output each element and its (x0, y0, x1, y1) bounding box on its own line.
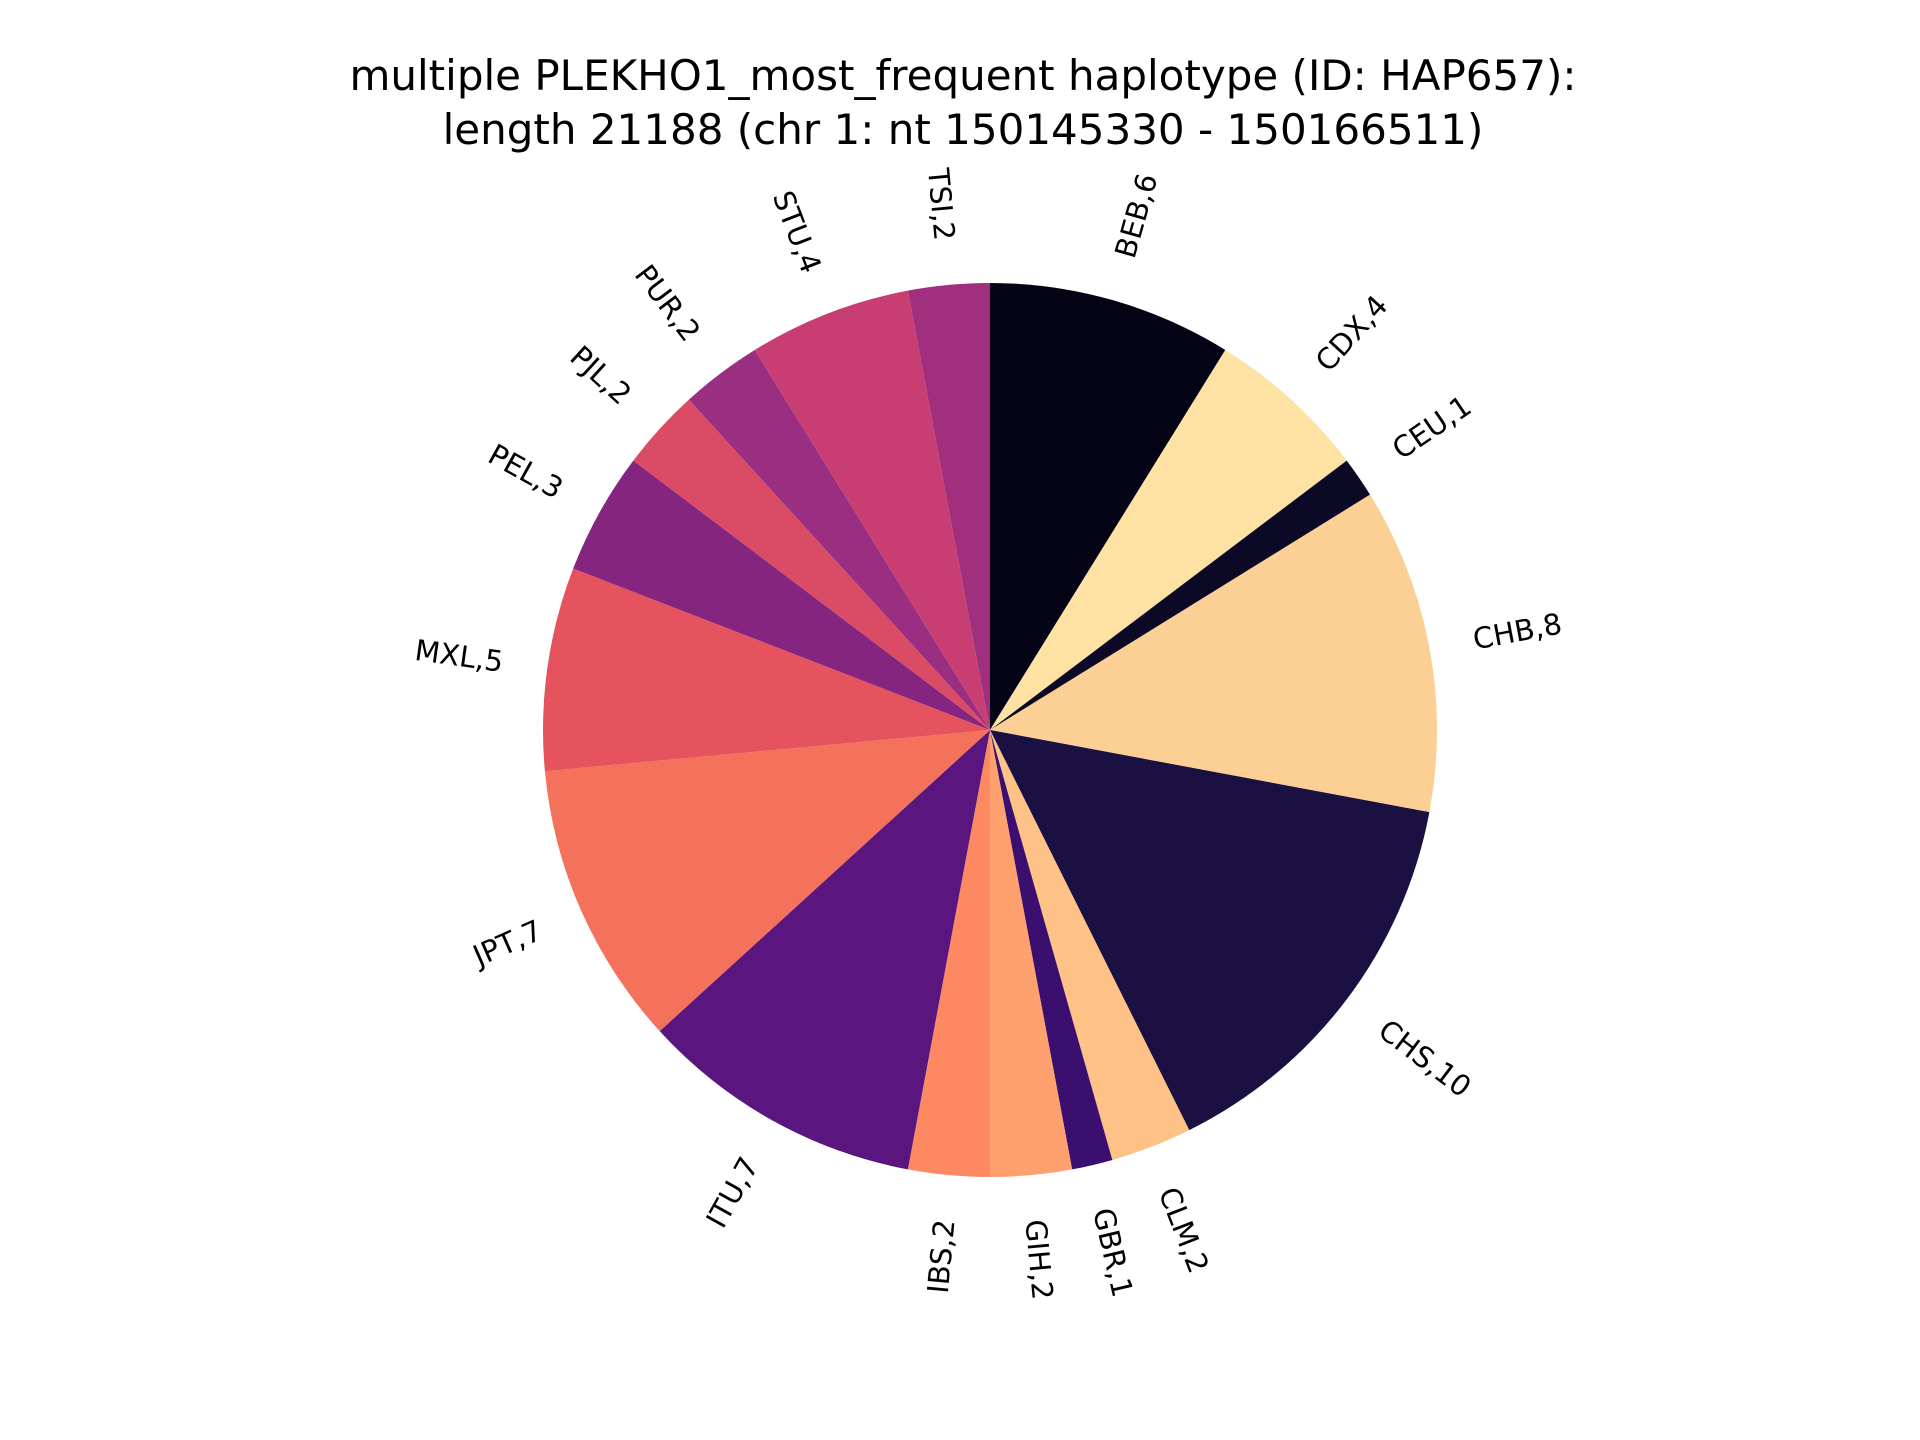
pie-slice-gih (990, 730, 1073, 1177)
pie-slice-mxl (543, 568, 990, 772)
pie-slice-beb (990, 283, 1226, 730)
pie-slice-pur (688, 349, 990, 730)
pie-slice-tsi (907, 282, 990, 730)
pie-slice-pel (573, 460, 990, 730)
pie-slice-clm (990, 730, 1190, 1160)
pie-slice-pjl (633, 399, 990, 730)
pie-slice-chs (990, 730, 1430, 1131)
pie-slice-gbr (990, 730, 1113, 1170)
pie-slice-chb (990, 494, 1438, 813)
chart-title: multiple PLEKHO1_most_frequent haplotype… (349, 51, 1576, 100)
pie-label-tsi: TSI,2 (921, 166, 962, 242)
pie-label-ibs: IBS,2 (921, 1218, 962, 1295)
pie-slice-itu (659, 730, 990, 1170)
pie-slice-ibs (907, 730, 990, 1177)
pie-slices (543, 282, 1438, 1177)
pie-slice-ceu (990, 460, 1371, 730)
pie-label-gih: GIH,2 (1018, 1218, 1059, 1301)
chart-subtitle: length 21188 (chr 1: nt 150145330 - 1501… (443, 105, 1484, 154)
pie-slice-stu (754, 290, 990, 730)
pie-slice-cdx (990, 349, 1347, 730)
pie-slice-jpt (544, 730, 990, 1032)
